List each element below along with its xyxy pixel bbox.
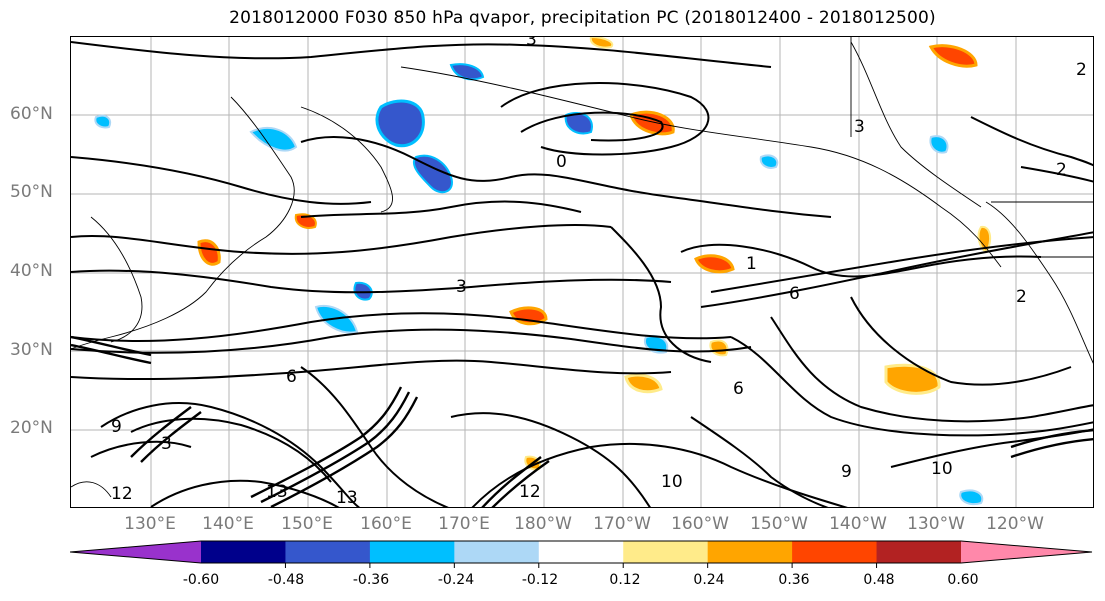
colorbar-outline: [70, 540, 1093, 564]
dense-contours: [71, 335, 1093, 507]
contour-label: 9: [841, 462, 852, 482]
contour-label: 12: [111, 484, 133, 504]
lon-label-140w: 140°W: [829, 514, 887, 534]
lon-label-130w: 130°W: [907, 514, 965, 534]
contour-label: 3: [161, 434, 172, 454]
contour-label: 3: [456, 277, 467, 297]
contour-label: 3: [526, 37, 537, 50]
lat-label-60n: 60°N: [10, 104, 53, 124]
colorbar-extension-high: [961, 541, 1092, 563]
colorbar-tick-label: 0.12: [609, 572, 641, 588]
colorbar-segments: [70, 540, 1093, 568]
colorbar-tick-label: 0.24: [693, 572, 725, 588]
lat-label-40n: 40°N: [10, 261, 53, 281]
map-panel: 3 2 0 3 1 3 6 10 6 9 13 12 2 3 2 9 10 13…: [70, 36, 1094, 508]
colorbar-segment: [454, 541, 540, 563]
contour-label: 13: [336, 488, 358, 508]
lat-label-50n: 50°N: [10, 182, 53, 202]
lon-label-120w: 120°W: [986, 514, 1044, 534]
contour-label: 0: [556, 152, 567, 172]
lon-label-150w: 150°W: [750, 514, 808, 534]
colorbar-segment: [201, 541, 286, 563]
colorbar-segment: [369, 541, 455, 563]
colorbar-segment: [285, 541, 371, 563]
colorbar-tick-label: -0.24: [437, 572, 475, 588]
lon-label-170w: 170°W: [593, 514, 651, 534]
coastlines: [71, 37, 1093, 498]
colorbar: [70, 540, 1093, 568]
colorbar-tick-label: 0.60: [947, 572, 979, 588]
contour-labels: 3 2 0 3 1 3 6 10 6 9 13 12 2 3 2 9 10 13…: [111, 37, 1087, 508]
contour-label: 6: [789, 284, 800, 304]
lon-label-150e: 150°E: [281, 514, 333, 534]
map-canvas: 3 2 0 3 1 3 6 10 6 9 13 12 2 3 2 9 10 13…: [71, 37, 1093, 508]
colorbar-tick-label: 0.36: [778, 572, 810, 588]
colorbar-tick-label: 0.48: [863, 572, 895, 588]
colorbar-tick-label: -0.36: [352, 572, 390, 588]
contour-label: 12: [519, 482, 541, 502]
qvapor-contours: [71, 41, 1093, 507]
lat-label-30n: 30°N: [10, 340, 53, 360]
colorbar-segment: [876, 541, 962, 563]
contour-label: 6: [286, 367, 297, 387]
lon-label-160w: 160°W: [671, 514, 729, 534]
colorbar-tick-label: -0.12: [521, 572, 559, 588]
lon-label-170e: 170°E: [438, 514, 490, 534]
contour-label: 3: [854, 117, 865, 137]
contour-label: 10: [661, 472, 683, 492]
map-title: 2018012000 F030 850 hPa qvapor, precipit…: [229, 8, 936, 28]
contour-label: 1: [746, 254, 757, 274]
colorbar-segment: [623, 541, 709, 563]
precip-shading: [94, 37, 992, 506]
colorbar-extension-low: [70, 541, 201, 563]
contour-label: 10: [931, 459, 953, 479]
lat-label-20n: 20°N: [10, 418, 53, 438]
colorbar-segment: [538, 541, 624, 563]
contour-label: 2: [1056, 160, 1067, 180]
lon-label-130e: 130°E: [124, 514, 176, 534]
lon-label-140e: 140°E: [202, 514, 254, 534]
graticule: [71, 37, 1093, 507]
colorbar-tick-label: -0.48: [267, 572, 305, 588]
lon-label-160e: 160°E: [360, 514, 412, 534]
colorbar-segment: [792, 541, 878, 563]
contour-label: 2: [1076, 60, 1087, 80]
lon-label-180w: 180°W: [514, 514, 572, 534]
contour-label: 9: [111, 417, 122, 437]
colorbar-tick-label: -0.60: [182, 572, 220, 588]
contour-label: 13: [266, 482, 288, 502]
contour-label: 6: [733, 379, 744, 399]
contour-label: 2: [1016, 287, 1027, 307]
colorbar-segment: [707, 541, 793, 563]
